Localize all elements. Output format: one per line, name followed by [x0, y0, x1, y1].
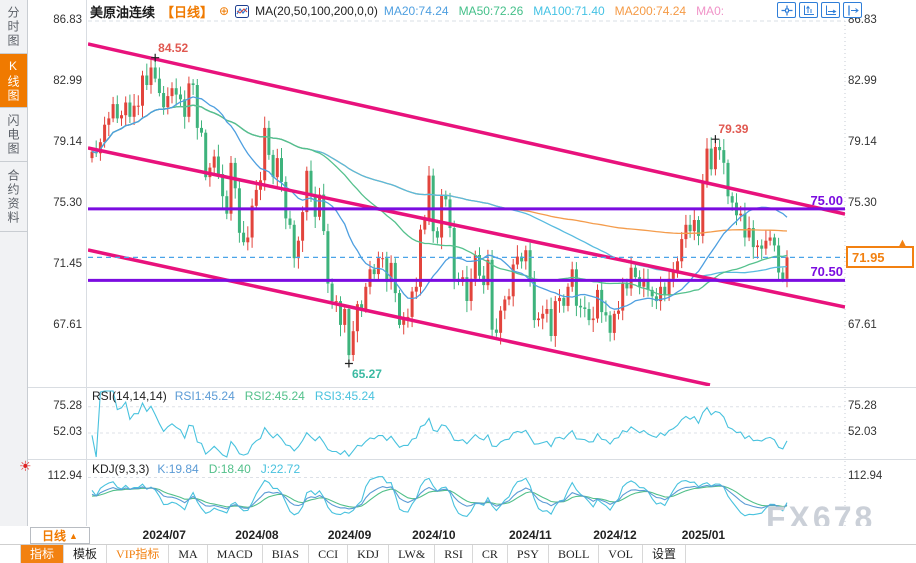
alert-sun-icon[interactable]: ☀ — [19, 458, 32, 474]
kdj-values: K:19.84 D:18.40 J:22.72 — [157, 462, 300, 476]
panel-divider — [28, 387, 916, 388]
toolbar-tab-RSI[interactable]: RSI — [435, 545, 473, 563]
toolbar-tab-MA[interactable]: MA — [169, 545, 208, 563]
compare-add-icon[interactable]: ⊕ — [219, 4, 230, 18]
sidebar-item-3[interactable]: 合约资料 — [0, 162, 27, 232]
date-label: 2024/12 — [593, 528, 637, 542]
toolbar-tab-BIAS[interactable]: BIAS — [262, 545, 310, 563]
axis-label: 79.14 — [53, 136, 82, 149]
axis-label: 52.03 — [53, 425, 82, 438]
chart-type-sidebar: 分时图 K线图 闪电图 合约资料 — [0, 0, 28, 526]
scale-y-axis-icon[interactable] — [799, 2, 818, 18]
kdj-formula[interactable]: KDJ(9,3,3) — [92, 462, 150, 476]
panel-divider — [28, 459, 916, 460]
toolbar-tab-CR[interactable]: CR — [472, 545, 508, 563]
instrument-name: 美原油连续 — [90, 4, 156, 20]
chart-toolbar-icons — [777, 2, 862, 18]
support-resistance-label: 70.50 — [810, 264, 843, 280]
axis-label: 79.14 — [848, 136, 877, 149]
kdj-value: K:19.84 — [157, 462, 199, 476]
rsi-formula[interactable]: RSI(14,14,14) — [92, 389, 167, 403]
axis-label: 52.03 — [848, 425, 877, 438]
period-triangle-icon: ▲ — [69, 530, 78, 541]
sidebar-item-0[interactable]: 分时图 — [0, 0, 27, 54]
pan-right-icon[interactable] — [843, 2, 862, 18]
axis-label: 75.28 — [848, 399, 877, 412]
axis-label: 112.94 — [848, 470, 883, 483]
toolbar-tab-PSY[interactable]: PSY — [507, 545, 549, 563]
ma-value: MA100:71.40 — [533, 4, 605, 18]
ma-value: MA200:74.24 — [614, 4, 687, 18]
price-annotation: 65.27 — [351, 367, 382, 382]
date-label: 2024/10 — [412, 528, 456, 542]
date-label: 2024/07 — [142, 528, 186, 542]
current-price-badge: 71.95 — [846, 246, 914, 268]
date-label: 2025/01 — [681, 528, 726, 542]
date-label: 2024/11 — [508, 528, 552, 542]
kline-chart-icon[interactable] — [235, 4, 250, 18]
ma-value: MA20:74.24 — [383, 4, 449, 18]
price-annotation: 84.52 — [158, 40, 189, 55]
date-label: 2024/08 — [235, 528, 279, 542]
toolbar-tab-KDJ[interactable]: KDJ — [348, 545, 390, 563]
toolbar-tab-MACD[interactable]: MACD — [207, 545, 263, 563]
kdj-panel-header: KDJ(9,3,3) K:19.84 D:18.40 J:22.72 — [92, 462, 300, 476]
ma-values: MA20:74.24 MA50:72.26 MA100:71.40 MA200:74.… — [384, 4, 724, 18]
rsi-value: RSI2:45.24 — [244, 389, 305, 403]
sidebar-item-2[interactable]: 闪电图 — [0, 108, 27, 162]
period-tag[interactable]: 【日线】 — [161, 4, 214, 20]
rsi-value: RSI3:45.24 — [314, 389, 375, 403]
axis-label: 67.61 — [53, 319, 82, 332]
chart-header: 美原油连续 【日线】 ⊕ MA(20,50,100,200,0,0) MA20:… — [90, 3, 724, 20]
axis-label: 86.83 — [53, 14, 82, 26]
axis-label: 67.61 — [848, 319, 877, 332]
sidebar-item-1[interactable]: K线图 — [0, 54, 27, 108]
axis-label: 75.28 — [53, 399, 82, 412]
date-label: 2024/09 — [327, 528, 372, 542]
axis-label: 82.99 — [53, 74, 82, 87]
ma-value: MA50:72.26 — [458, 4, 524, 18]
toolbar-tab-设置[interactable]: 设置 — [642, 545, 686, 563]
rsi-panel-header: RSI(14,14,14) RSI1:45.24 RSI2:45.24 RSI3:4… — [92, 389, 375, 403]
kdj-value: D:18.40 — [208, 462, 251, 476]
price-up-arrow-icon: ▲ — [897, 237, 908, 249]
price-annotation: 79.39 — [718, 122, 749, 137]
period-selector[interactable]: 日线 ▲ — [30, 527, 90, 544]
axis-label: 75.30 — [848, 197, 877, 210]
toolbar-tab-模板[interactable]: 模板 — [64, 545, 108, 563]
kdj-value: J:22.72 — [260, 462, 301, 476]
axis-label: 112.94 — [47, 470, 82, 483]
toolbar-tab-BOLL[interactable]: BOLL — [548, 545, 600, 563]
toolbar-tab-VIP指标[interactable]: VIP指标 — [107, 545, 170, 563]
axis-divider — [86, 0, 87, 526]
toolbar-tab-指标[interactable]: 指标 — [20, 545, 65, 563]
indicator-toolbar: 指标 模板 VIP指标 MA MACD BIAS CCI KDJ LW& RSI CR PSY BOLL… — [0, 545, 916, 563]
axis-label: 75.30 — [53, 197, 82, 210]
rsi-values: RSI1:45.24 RSI2:45.24 RSI3:45.24 — [175, 389, 375, 403]
crosshair-icon[interactable] — [777, 2, 796, 18]
axis-label: 71.45 — [53, 258, 82, 271]
current-price-value: 71.95 — [852, 249, 885, 265]
axis-label: 82.99 — [848, 74, 877, 87]
ma-value: MA0: — [696, 4, 725, 18]
time-axis-row — [0, 526, 916, 545]
toolbar-tab-VOL[interactable]: VOL — [599, 545, 643, 563]
toolbar-tab-CCI[interactable]: CCI — [309, 545, 349, 563]
rsi-value: RSI1:45.24 — [174, 389, 235, 403]
scale-x-axis-icon[interactable] — [821, 2, 840, 18]
support-resistance-label: 75.00 — [810, 192, 843, 208]
period-label: 日线 — [42, 529, 67, 543]
toolbar-tab-LW&[interactable]: LW& — [389, 545, 436, 563]
ma-formula[interactable]: MA(20,50,100,200,0,0) — [255, 4, 378, 18]
